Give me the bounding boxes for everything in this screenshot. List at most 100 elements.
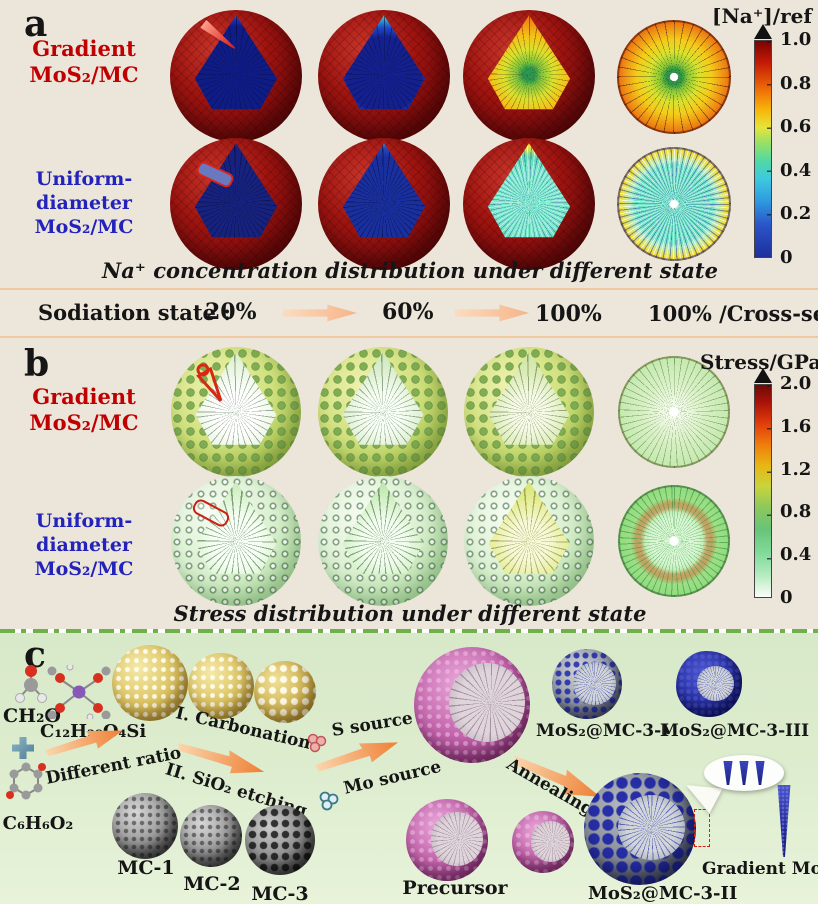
panel-b-tag: b bbox=[24, 343, 50, 385]
sphere-cut-face bbox=[573, 661, 617, 705]
tick: 0 bbox=[780, 586, 793, 608]
sim-sphere-stress-gradient-20 bbox=[171, 347, 301, 477]
panel-b-caption: Stress distribution under different stat… bbox=[173, 601, 647, 626]
green-dashed-divider bbox=[0, 629, 818, 633]
row-label-uniform-b: Uniform-diameter MoS₂/MC bbox=[0, 510, 168, 581]
mc-1-label: MC-1 bbox=[117, 857, 175, 879]
panel-b-stress: b Gradient MoS₂/MC Uniform-diameter MoS₂… bbox=[0, 338, 818, 629]
colorbar-b-arrow-icon bbox=[754, 368, 772, 383]
resorcinol-molecule-icon bbox=[6, 762, 46, 800]
mc-2-label: MC-2 bbox=[183, 873, 241, 895]
tick: 0.8 bbox=[780, 72, 812, 94]
sim-sphere-stress-gradient-60 bbox=[318, 347, 448, 477]
row-label-uniform-a-line2: MoS₂/MC bbox=[34, 215, 134, 238]
colorbar-b-gradient bbox=[754, 384, 772, 598]
tick: 2.0 bbox=[780, 373, 812, 394]
precursor-sphere-small-1 bbox=[406, 799, 488, 881]
mos2-mc3-ii-sphere bbox=[584, 773, 696, 885]
sim-cross-section-na-gradient bbox=[617, 20, 731, 134]
panel-a-tag: a bbox=[24, 3, 48, 45]
sphere-cut-face bbox=[448, 663, 526, 743]
tick: 0.4 bbox=[780, 159, 812, 181]
sphere-cutaway bbox=[342, 481, 424, 574]
row-label-gradient-b-line1: Gradient bbox=[32, 384, 136, 409]
row-label-gradient-a: Gradient MoS₂/MC bbox=[0, 36, 168, 89]
sim-sphere-na-gradient-100 bbox=[463, 10, 595, 142]
sphere-cut-face bbox=[530, 820, 571, 862]
mc-2-sphere bbox=[180, 805, 242, 867]
magnified-inset bbox=[704, 755, 784, 791]
panel-a-caption: Na⁺ concentration distribution under dif… bbox=[102, 258, 718, 283]
tick: 0.2 bbox=[780, 203, 812, 225]
s-source-label: S source bbox=[330, 708, 415, 741]
sim-sphere-stress-uniform-20 bbox=[171, 476, 301, 606]
sphere-cutaway bbox=[195, 481, 277, 574]
panel-a-na-concentration: a Gradient MoS₂/MC Uniform-diameter MoS₂… bbox=[0, 0, 818, 288]
sphere-cutaway bbox=[487, 143, 571, 238]
plus-icon bbox=[12, 737, 34, 759]
row-label-uniform-a: Uniform-diameter MoS₂/MC bbox=[0, 168, 168, 239]
mos2-cone-icon bbox=[739, 761, 749, 785]
sphere-cutaway bbox=[342, 352, 424, 445]
tick: 1.0 bbox=[780, 29, 812, 50]
sodiation-state-row: Sodiation state : 20% 60% 100% 100% /Cro… bbox=[0, 288, 818, 338]
colorbar-a-ticks: 1.0 0.8 0.6 0.4 0.2 0 bbox=[780, 31, 818, 267]
sio2-carbon-sphere-1 bbox=[112, 645, 188, 721]
mos2-mc3-i-sphere bbox=[552, 649, 622, 719]
sphere-cut-face bbox=[617, 795, 685, 861]
row-label-uniform-b-line1: Uniform-diameter bbox=[35, 510, 133, 556]
row-label-gradient-a-line2: MoS₂/MC bbox=[29, 62, 139, 88]
zoom-region-outline bbox=[694, 809, 710, 847]
panel-c-tag: c bbox=[24, 634, 46, 676]
sim-sphere-stress-uniform-100 bbox=[464, 476, 594, 606]
tick: 0.4 bbox=[780, 544, 812, 566]
formaldehyde-label: CH₂O bbox=[3, 705, 61, 727]
sphere-cut-face bbox=[430, 812, 484, 867]
sphere-cutaway bbox=[342, 143, 426, 238]
mos2-mc3-i-label: MoS₂@MC-3-I bbox=[536, 721, 670, 741]
sim-cross-section-stress-uniform bbox=[618, 485, 730, 597]
sim-sphere-stress-uniform-60 bbox=[318, 476, 448, 606]
sim-sphere-na-gradient-60 bbox=[318, 10, 450, 142]
sphere-cutaway bbox=[488, 481, 570, 574]
state-arrow-icon bbox=[283, 304, 357, 322]
precursor-sphere-small-2 bbox=[512, 811, 574, 873]
precursor-sphere-large bbox=[414, 647, 530, 763]
sio2-carbon-sphere-3 bbox=[254, 661, 316, 723]
gradient-mos2-cone bbox=[777, 785, 791, 857]
mo-source-icon bbox=[319, 791, 339, 811]
mc-3-label: MC-3 bbox=[251, 883, 309, 904]
row-label-gradient-b: Gradient MoS₂/MC bbox=[0, 384, 168, 437]
mc-3-sphere bbox=[245, 805, 315, 875]
row-label-gradient-a-line1: Gradient bbox=[32, 36, 136, 61]
sim-sphere-na-gradient-20 bbox=[170, 10, 302, 142]
sphere-cutaway bbox=[194, 143, 278, 238]
tick: 0.8 bbox=[780, 501, 812, 523]
tick: 0.6 bbox=[780, 116, 812, 138]
precursor-label: Precursor bbox=[402, 877, 508, 899]
colorbar-a-gradient bbox=[754, 40, 772, 258]
mc-1-sphere bbox=[112, 793, 178, 859]
sim-cross-section-na-uniform bbox=[617, 147, 731, 261]
sodiation-label: Sodiation state : bbox=[38, 300, 231, 325]
row-label-uniform-b-line2: MoS₂/MC bbox=[34, 557, 134, 580]
mos2-mc3-iii-sphere bbox=[676, 651, 742, 717]
panel-c-synthesis-scheme: c CH₂O C₁₂H₂₈O₄Si bbox=[0, 633, 818, 904]
formaldehyde-molecule-icon bbox=[15, 665, 47, 703]
resorcinol-label: C₆H₆O₂ bbox=[2, 813, 74, 834]
state-60: 60% bbox=[382, 299, 434, 325]
colorbar-b-ticks: 2.0 1.6 1.2 0.8 0.4 0 bbox=[780, 375, 818, 607]
tick: 1.6 bbox=[780, 415, 812, 437]
sio2-carbon-sphere-2 bbox=[188, 653, 254, 719]
sphere-cutaway bbox=[488, 352, 570, 445]
mos2-mc3-iii-label: MoS₂@MC-3-III bbox=[660, 721, 810, 741]
state-cross-section: 100% /Cross-section bbox=[648, 301, 818, 326]
mos2-cone-icon bbox=[723, 761, 733, 785]
gradient-mos2-label: Gradient MoS₂ bbox=[702, 859, 818, 879]
sim-sphere-stress-gradient-100 bbox=[464, 347, 594, 477]
mos2-cone-icon bbox=[755, 761, 765, 785]
s-source-icon bbox=[307, 733, 327, 753]
tick: 0 bbox=[780, 246, 793, 268]
state-arrow-icon bbox=[455, 304, 529, 322]
